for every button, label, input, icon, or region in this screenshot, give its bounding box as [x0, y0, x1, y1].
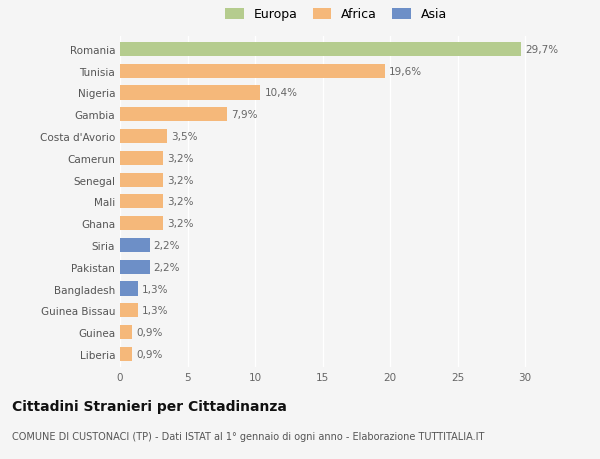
Text: 3,2%: 3,2% — [167, 175, 194, 185]
Text: 0,9%: 0,9% — [136, 327, 163, 337]
Text: 3,2%: 3,2% — [167, 197, 194, 207]
Bar — [120, 260, 150, 274]
Text: 19,6%: 19,6% — [389, 67, 422, 77]
Text: COMUNE DI CUSTONACI (TP) - Dati ISTAT al 1° gennaio di ogni anno - Elaborazione : COMUNE DI CUSTONACI (TP) - Dati ISTAT al… — [12, 431, 484, 442]
Bar — [120, 64, 385, 78]
Bar — [120, 86, 260, 101]
Bar — [120, 347, 132, 361]
Bar — [120, 43, 521, 57]
Text: 3,2%: 3,2% — [167, 218, 194, 229]
Bar — [120, 217, 163, 231]
Legend: Europa, Africa, Asia: Europa, Africa, Asia — [223, 6, 449, 24]
Bar — [120, 303, 137, 318]
Bar — [120, 173, 163, 187]
Bar — [120, 325, 132, 340]
Text: 0,9%: 0,9% — [136, 349, 163, 359]
Text: 1,3%: 1,3% — [142, 306, 168, 316]
Bar — [120, 129, 167, 144]
Bar — [120, 195, 163, 209]
Text: 3,2%: 3,2% — [167, 153, 194, 163]
Text: 2,2%: 2,2% — [154, 241, 180, 251]
Text: 2,2%: 2,2% — [154, 262, 180, 272]
Bar — [120, 151, 163, 166]
Text: 1,3%: 1,3% — [142, 284, 168, 294]
Bar — [120, 108, 227, 122]
Bar — [120, 282, 137, 296]
Text: 29,7%: 29,7% — [525, 45, 558, 55]
Text: 10,4%: 10,4% — [265, 88, 298, 98]
Text: 7,9%: 7,9% — [231, 110, 257, 120]
Text: Cittadini Stranieri per Cittadinanza: Cittadini Stranieri per Cittadinanza — [12, 399, 287, 413]
Bar — [120, 238, 150, 252]
Text: 3,5%: 3,5% — [172, 132, 198, 142]
